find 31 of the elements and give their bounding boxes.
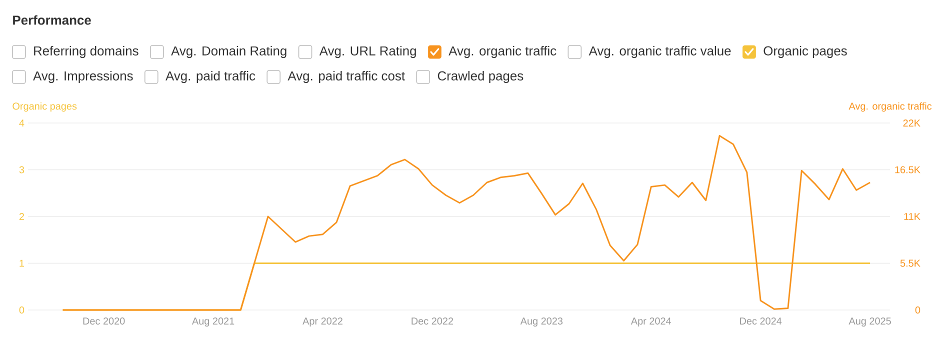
text: Avg. organic traffic value (588, 46, 731, 58)
y-tick-label: 2 (19, 213, 24, 220)
x-tick-label: Aug 2023 (520, 318, 563, 327)
y-axis-title: Organic pages (12, 102, 77, 112)
text: Avg. paid traffic (166, 70, 256, 84)
x-tick-label: Dec 2024 (740, 318, 782, 325)
text: Avg. Domain Rating (171, 46, 286, 58)
x-tick-label: Aug 2021 (192, 318, 234, 327)
y-tick-label: 3 (19, 166, 24, 174)
y2-axis-title: Avg. organic traffic (848, 102, 932, 112)
legend-label: Organic pages (764, 46, 847, 58)
y2-tick-label: 5.5K (900, 260, 920, 267)
x-tick-label: Dec 2020 (83, 318, 125, 325)
y-tick-label: 4 (19, 120, 24, 126)
y2-tick-label: 11K (904, 213, 920, 220)
text: Avg. paid traffic cost (288, 70, 405, 84)
x-tick-label: Apr 2022 (302, 318, 342, 327)
y-tick-label: 0 (19, 306, 24, 314)
y-tick-label: 1 (20, 260, 24, 267)
x-tick-label: Aug 2025 (848, 318, 891, 327)
y2-tick-label: 16.5K (895, 166, 920, 174)
text: Crawled pages (438, 70, 524, 84)
y2-tick-label: 0 (915, 306, 920, 314)
y2-tick-label: 22K (903, 120, 920, 126)
x-tick-label: Dec 2022 (412, 318, 454, 325)
text: Avg. URL Rating (319, 46, 416, 58)
text: Avg. Impressions (33, 70, 133, 84)
legend-label: Avg. organic traffic (448, 46, 556, 58)
x-tick-label: Apr 2024 (630, 318, 672, 327)
chart-title: Performance (13, 15, 91, 25)
text: Referring domains (34, 46, 138, 58)
